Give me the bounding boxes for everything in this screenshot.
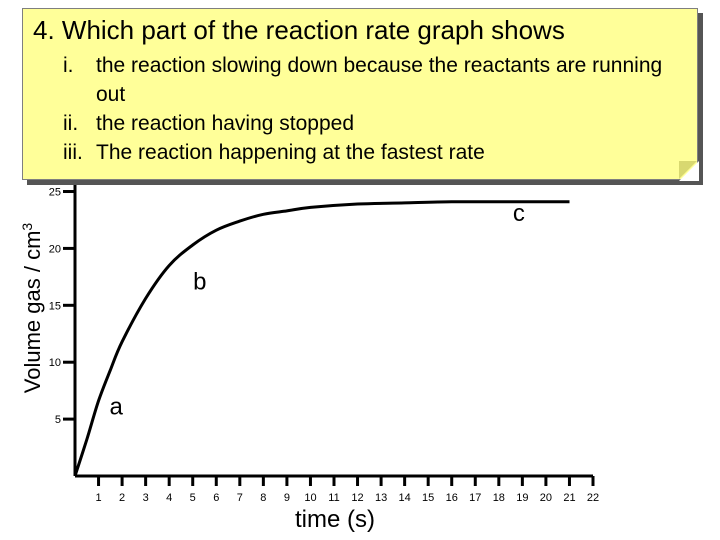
y-axis-label: Volume gas / cm3	[19, 223, 45, 394]
question-item-text: the reaction having stopped	[96, 112, 355, 135]
x-tick-label: 3	[143, 492, 149, 504]
point-label-c: c	[513, 200, 525, 227]
x-tick-label: 1	[95, 492, 101, 504]
x-axis-label: time (s)	[295, 506, 375, 533]
volume-curve	[73, 200, 570, 477]
question-title: 4. Which part of the reaction rate graph…	[33, 15, 565, 45]
x-tick-label: 17	[469, 492, 481, 504]
x-tick-label: 9	[284, 492, 290, 504]
point-label-a: a	[110, 394, 124, 421]
x-tick-label: 18	[493, 492, 505, 504]
y-axis-label-superscript: 3	[19, 223, 35, 231]
x-tick-label: 14	[399, 492, 411, 504]
x-tick-label: 6	[213, 492, 219, 504]
question-item-text: The reaction happening at the fastest ra…	[96, 141, 485, 164]
x-tick-label: 20	[540, 492, 552, 504]
x-tick-label: 8	[260, 492, 266, 504]
x-tick-label: 16	[446, 492, 458, 504]
y-tick-label: 10	[49, 357, 61, 369]
x-tick-label: 11	[328, 492, 339, 504]
y-ticks: 5 10 15 20 25	[49, 187, 75, 426]
x-tick-label: 21	[563, 492, 575, 504]
x-tick-label: 15	[422, 492, 434, 504]
x-ticks: 1 2 3 4 5 6 7 8 9 10 11 12 13 14 15 16 17 18 19 20 21 22	[95, 476, 599, 504]
question-callout: 4. Which part of the reaction rate graph…	[22, 8, 699, 181]
question-item: iii. The reaction happening at the faste…	[63, 138, 693, 167]
y-tick-label: 5	[55, 414, 61, 426]
x-tick-label: 22	[587, 492, 599, 504]
point-labels: a b c	[110, 200, 525, 420]
question-item: ii. the reaction having stopped	[63, 109, 693, 138]
x-tick-label: 13	[375, 492, 387, 504]
question-item-number: i.	[63, 54, 74, 77]
x-tick-label: 2	[119, 492, 125, 504]
y-tick-label: 25	[49, 187, 61, 199]
question-item-text: the reaction slowing down because the re…	[96, 54, 663, 106]
x-tick-label: 10	[304, 492, 316, 504]
question-item-number: ii.	[63, 112, 79, 135]
x-tick-label: 4	[166, 492, 172, 504]
y-tick-label: 15	[49, 300, 61, 312]
point-label-b: b	[193, 268, 206, 295]
question-item: i. the reaction slowing down because the…	[63, 51, 693, 109]
page-curl-shade	[679, 161, 697, 179]
question-item-number: iii.	[63, 141, 83, 164]
x-tick-label: 7	[237, 492, 243, 504]
y-tick-label: 20	[49, 243, 61, 255]
chart-axes	[73, 146, 593, 478]
x-tick-label: 19	[516, 492, 528, 504]
x-tick-label: 12	[351, 492, 363, 504]
x-tick-label: 5	[190, 492, 196, 504]
y-axis-label-text: Volume gas / cm	[20, 231, 45, 394]
question-list: i. the reaction slowing down because the…	[63, 51, 693, 167]
